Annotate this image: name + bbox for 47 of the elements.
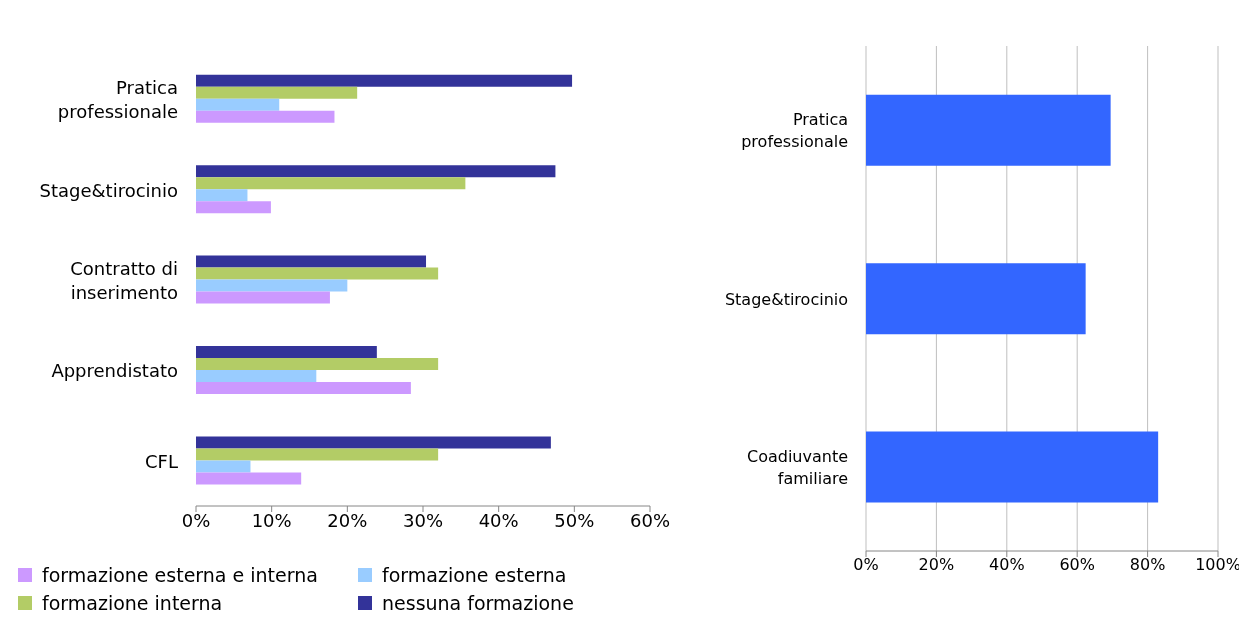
y-tick-label: Pratica professionale bbox=[741, 109, 848, 151]
bar bbox=[866, 431, 1159, 503]
bar bbox=[196, 110, 335, 123]
y-tick-label: Stage&tirocinio bbox=[39, 179, 178, 201]
x-tick-label: 10% bbox=[251, 509, 292, 531]
bar bbox=[196, 98, 280, 111]
legend-label: formazione esterna bbox=[382, 564, 567, 586]
x-tick-label: 80% bbox=[1129, 555, 1166, 575]
legend-label: formazione interna bbox=[42, 592, 223, 614]
bar bbox=[196, 291, 330, 304]
bar bbox=[196, 448, 439, 461]
y-tick-label: Apprendistato bbox=[51, 359, 178, 381]
bar bbox=[196, 279, 348, 292]
x-tick-label: 40% bbox=[989, 555, 1025, 575]
bar bbox=[196, 165, 556, 178]
bar bbox=[196, 189, 248, 202]
y-tick-label: Pratica professionale bbox=[57, 76, 178, 122]
bar bbox=[196, 345, 377, 358]
y-tick-label: Coadiuvante familiare bbox=[746, 446, 848, 488]
x-tick-label: 20% bbox=[918, 555, 955, 575]
bar bbox=[196, 381, 411, 394]
bar bbox=[196, 201, 271, 214]
y-tick-label: CFL bbox=[145, 450, 178, 472]
bar bbox=[196, 369, 317, 382]
x-tick-label: 0% bbox=[853, 555, 879, 575]
bar bbox=[196, 255, 427, 268]
bar bbox=[196, 436, 551, 449]
x-tick-label: 60% bbox=[1059, 555, 1095, 575]
bar bbox=[196, 267, 439, 280]
x-tick-label: 40% bbox=[478, 509, 519, 531]
x-tick-label: 60% bbox=[629, 509, 671, 531]
y-tick-label: Stage&tirocinio bbox=[724, 289, 848, 308]
x-tick-label: 50% bbox=[554, 509, 595, 531]
y-tick-label: Contratto di inserimento bbox=[70, 257, 178, 303]
x-tick-label: 30% bbox=[402, 509, 444, 531]
legend-label: nessuna formazione bbox=[382, 592, 574, 614]
bar bbox=[196, 86, 358, 99]
bar bbox=[196, 177, 466, 190]
bar bbox=[196, 472, 302, 485]
bar bbox=[196, 357, 439, 370]
bar bbox=[196, 74, 573, 87]
x-tick-label: 20% bbox=[327, 509, 368, 531]
x-tick-label: 0% bbox=[181, 509, 211, 531]
legend-label: formazione esterna e interna bbox=[42, 564, 318, 586]
bar bbox=[196, 460, 251, 473]
bar bbox=[866, 94, 1111, 166]
bar bbox=[866, 263, 1086, 335]
